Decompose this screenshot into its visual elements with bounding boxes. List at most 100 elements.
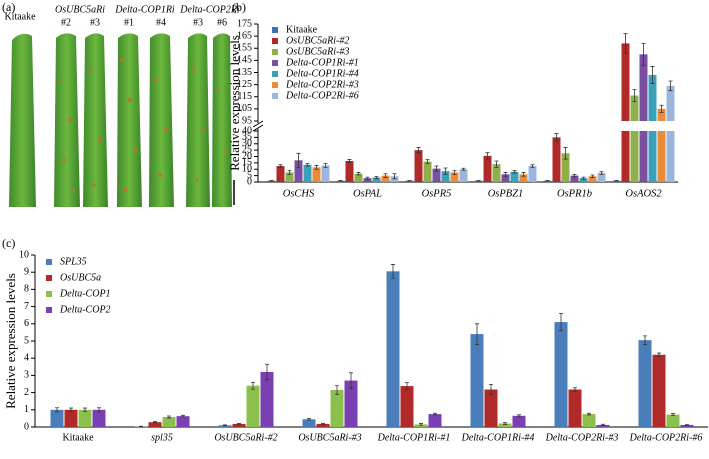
leaf-label: #3 (193, 17, 203, 28)
error-bar (356, 172, 361, 176)
bar (78, 409, 92, 427)
leaf-label: Delta-COP1Ri (114, 4, 175, 15)
x-tick-label: OsUBC5aRi-#2 (214, 432, 277, 443)
legend-swatch (272, 82, 278, 88)
bar (568, 389, 582, 427)
y-tick-label: 8 (24, 284, 29, 295)
error-bar (97, 407, 101, 413)
bar (680, 424, 694, 427)
error-bar (305, 163, 310, 167)
error-bar (278, 164, 283, 168)
error-bar (601, 423, 605, 427)
bar (666, 131, 675, 182)
bar (432, 168, 441, 182)
x-tick-label: spl35 (151, 432, 173, 443)
error-bar (392, 173, 397, 180)
bar (50, 409, 64, 427)
y-tick-label: 2 (24, 387, 29, 398)
y-axis-label: Relative expression levels (3, 273, 18, 409)
bar (176, 416, 190, 427)
bar (414, 150, 423, 182)
error-bar (599, 171, 604, 175)
error-bar (545, 180, 550, 182)
bar (561, 153, 570, 182)
bar (652, 354, 666, 427)
bar (316, 423, 330, 427)
bar (363, 178, 372, 182)
bar (344, 380, 358, 427)
bar (285, 172, 294, 182)
leaf-label: #1 (124, 17, 134, 28)
error-bar (287, 170, 292, 175)
x-tick-label: Delta-COP2Ri-#6 (629, 432, 703, 443)
bar (423, 161, 432, 182)
y-tick-label: 115 (237, 91, 252, 102)
bar (501, 174, 510, 182)
y-tick-label: 175 (237, 18, 252, 29)
bar (64, 409, 78, 427)
bar (621, 43, 630, 121)
bar (372, 177, 381, 182)
error-bar (434, 165, 439, 172)
legend-label: Delta-COP1Ri-#4 (285, 68, 359, 79)
error-bar (659, 104, 664, 113)
y-tick-label: 5 (247, 170, 252, 181)
y-tick-label: 0 (24, 421, 29, 432)
bar (232, 423, 246, 427)
error-bar (485, 152, 490, 160)
leaf (54, 33, 80, 207)
y-tick-label: 20 (242, 151, 252, 162)
error-bar (657, 352, 661, 357)
error-bar (383, 173, 388, 178)
y-tick-label: 135 (237, 67, 252, 78)
bar (648, 74, 657, 121)
error-bar (461, 167, 466, 171)
bar (92, 409, 106, 427)
bar (582, 414, 596, 427)
error-bar (69, 407, 73, 412)
axis-break (252, 120, 264, 132)
legend-swatch (272, 38, 278, 44)
bar (345, 160, 354, 182)
error-bar (563, 147, 568, 160)
error-bar (650, 66, 655, 84)
leaf-label: OsUBC5aRi (55, 4, 105, 15)
leaf-label: Delta-COP2Ri (179, 4, 240, 15)
error-bar (581, 176, 586, 180)
bar (528, 166, 537, 182)
y-tick-label: 10 (19, 249, 29, 260)
legend-swatch (46, 259, 52, 265)
x-tick-label: OsCHS (283, 188, 315, 199)
legend-label: SPL35 (60, 256, 87, 267)
leaf (117, 33, 142, 207)
legend-swatch (46, 291, 52, 297)
error-bar (641, 43, 646, 66)
bar (639, 54, 648, 121)
x-tick-label: OsPBZ1 (488, 188, 524, 199)
error-bar (512, 170, 517, 174)
error-bar (494, 160, 499, 168)
bar (597, 173, 606, 182)
error-bar (590, 174, 595, 178)
bar (246, 385, 260, 427)
x-tick-label: Delta-COP2Ri-#3 (545, 432, 619, 443)
bar (400, 386, 414, 427)
error-bar (338, 180, 343, 182)
error-bar (554, 133, 559, 142)
bar (302, 419, 316, 427)
y-tick-label: 0 (247, 176, 252, 187)
bar (148, 422, 162, 427)
leaf (83, 33, 108, 207)
bar (321, 165, 330, 182)
leaf-label: #3 (90, 17, 100, 28)
legend-label: Delta-COP2Ri-#3 (285, 79, 359, 90)
error-bar (573, 387, 577, 392)
legend-label: Delta-COP2 (59, 304, 111, 315)
error-bar (476, 180, 481, 182)
error-bar (407, 180, 412, 182)
error-bar (475, 323, 479, 345)
bar (519, 174, 528, 182)
legend-label: OsUBC5aRi-#3 (286, 46, 349, 57)
bar (162, 417, 176, 427)
